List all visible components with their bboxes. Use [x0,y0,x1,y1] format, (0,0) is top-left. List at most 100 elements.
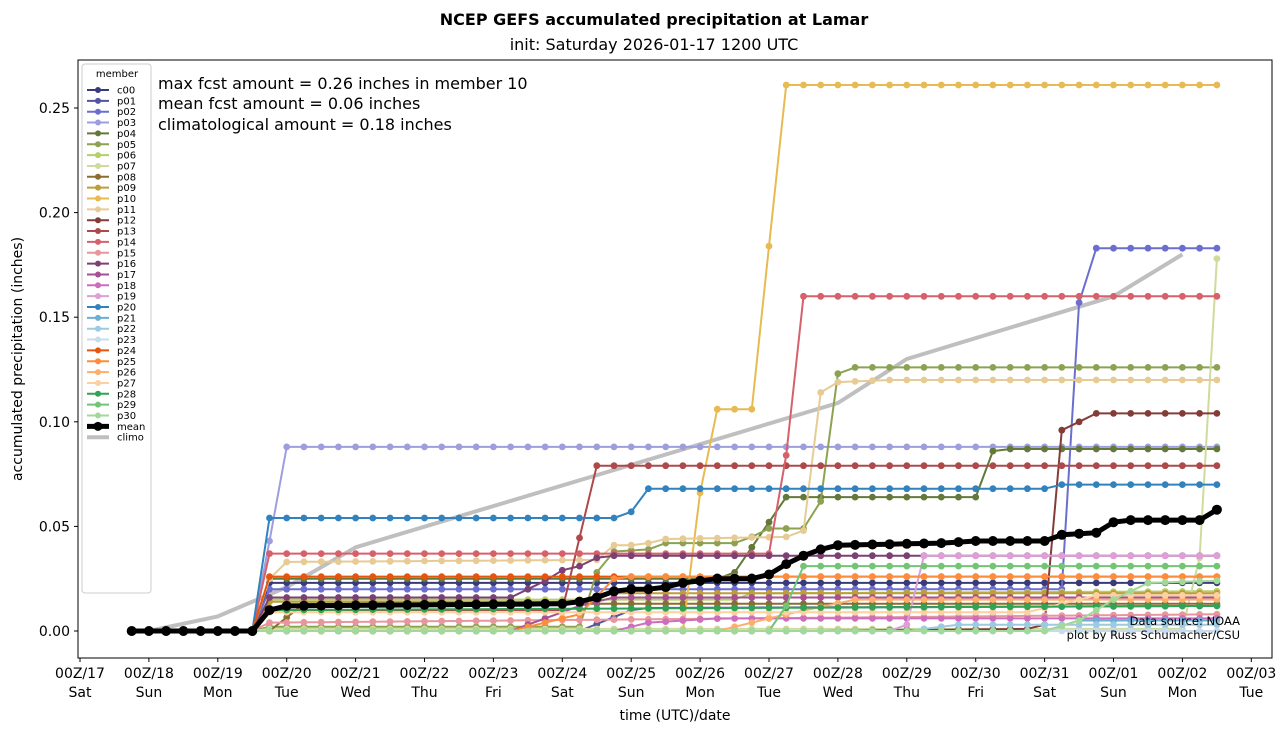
p02-point [300,585,308,593]
p30-point [1179,578,1186,586]
mean-point [1125,515,1136,526]
c00-point [972,579,980,587]
p27-point [851,608,859,616]
p30-point [903,627,911,635]
p16-point [593,554,601,562]
legend-label: p10 [117,194,136,205]
p24-point [490,573,497,580]
p30-point [403,627,411,635]
mean-point [1039,536,1050,546]
p14-point [1161,292,1169,300]
p20-point [886,485,893,493]
mean-point [901,538,912,549]
mean-point [867,539,878,550]
legend-label: p02 [117,107,136,118]
p11-point [920,376,928,384]
p15-point [352,618,359,626]
p03-point [266,537,273,545]
series-p14 [128,292,1221,635]
p16-point [335,594,342,601]
p25-point [782,573,790,580]
p13-point [696,462,704,470]
legend-entry-p07: p07 [87,161,136,172]
p13-point [1144,462,1152,470]
p05-point [817,497,825,505]
p14-point [369,550,377,557]
x-tick-label-time: 00Z/29 [882,666,932,682]
legend-entry-p24: p24 [87,346,136,357]
legend-entry-p02: p02 [87,107,136,118]
legend-swatch-marker [93,421,103,431]
legend-entry-p21: p21 [87,313,136,324]
p10-point [869,81,876,89]
p11-point [834,378,842,386]
p03-point [300,443,308,451]
mean-point [298,600,309,611]
p23-point [1127,627,1135,635]
p22-point [1213,621,1221,629]
legend-label: p11 [117,205,136,216]
p14-point [490,550,497,557]
p24-point [507,573,514,580]
chart-subtitle: init: Saturday 2026-01-17 1200 UTC [510,35,799,54]
p02-point [1196,244,1203,252]
p02-point [317,585,325,593]
p10-line [131,84,1217,632]
p09-line [131,592,1217,632]
p22-point [1179,621,1186,629]
p20-point [593,514,601,522]
p16-point [679,552,687,560]
legend-swatch-marker [95,97,101,104]
p13-point [645,462,652,470]
legend-swatch-marker [95,87,101,93]
series-p10 [128,81,1221,635]
p03-point [696,443,704,451]
mean-point [316,600,327,611]
p11-line [131,379,1217,632]
p05-point [1092,364,1100,371]
p04-point [851,493,859,501]
legend-entry-c00: c00 [87,86,135,97]
p24-point [403,573,411,580]
p19-point [1144,552,1152,560]
legend-label: p25 [117,357,136,368]
p12-point [1196,410,1203,417]
p29-point [851,562,859,570]
p29-point [1024,562,1031,570]
p16-point [317,594,325,601]
p28-point [627,605,635,612]
p30-point [765,627,773,635]
x-tick-label-day: Mon [203,685,233,701]
p03-point [817,443,825,451]
p20-point [1092,481,1100,488]
p16-point [851,552,859,560]
p29-point [1041,562,1048,570]
p02-point [369,585,377,593]
mean-point [764,569,774,580]
p03-point [662,443,670,451]
mean-point [488,599,499,610]
legend-entry-p19: p19 [87,292,136,303]
p20-point [403,514,411,522]
p20-point [903,485,911,493]
legend-swatch-marker [95,108,101,115]
p02-point [472,585,480,593]
p02-point [1127,244,1135,252]
p17-point [713,594,721,601]
mean-point [609,586,619,597]
p30-point [576,627,583,635]
legend-entry-mean: mean [87,421,145,433]
legend-swatch-marker [95,271,101,278]
p05-point [782,525,790,532]
p15-point [472,617,480,625]
mean-point [1160,515,1171,526]
p10-point [1024,81,1031,89]
x-tick-label-time: 00Z/02 [1157,666,1207,682]
p28-point [1024,603,1031,611]
p11-point [800,527,807,534]
x-tick-label-day: Fri [967,685,984,701]
mean-point [505,599,516,610]
p11-point [576,556,583,564]
mean-point [729,573,740,584]
